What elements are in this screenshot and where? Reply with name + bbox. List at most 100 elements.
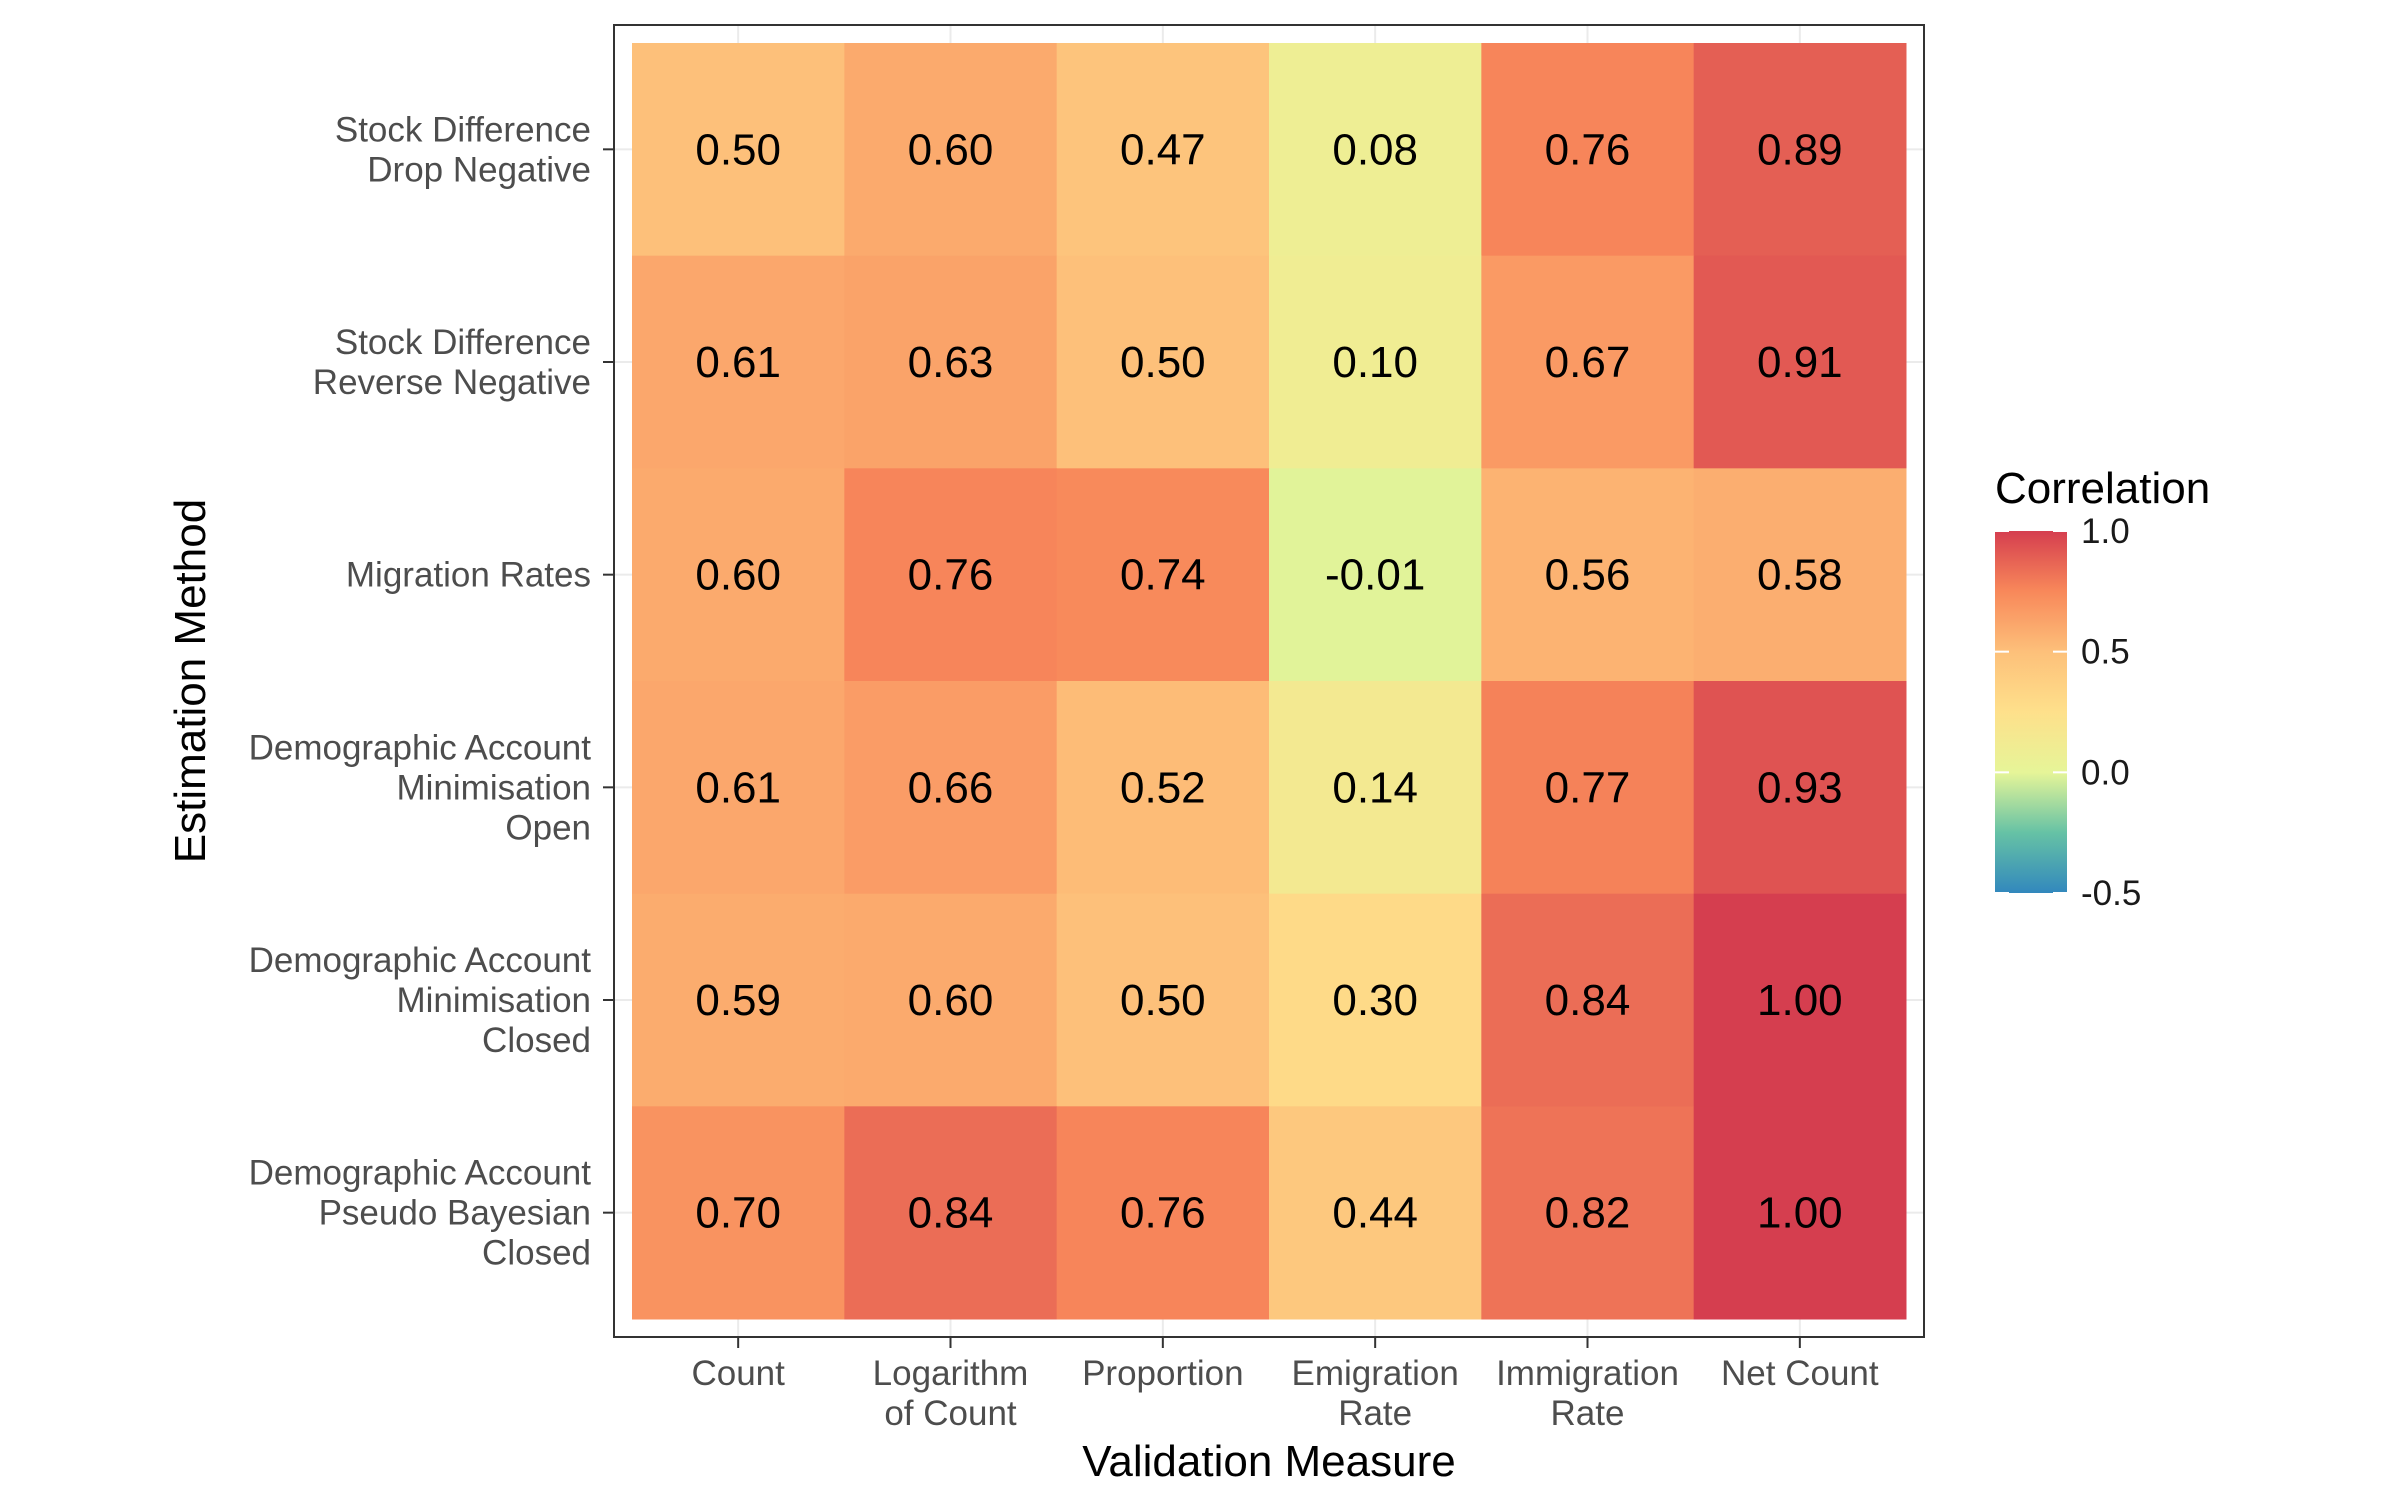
x-tick-label-line: of Count (884, 1394, 1017, 1433)
cell-value-label: 0.60 (908, 125, 994, 174)
cell-value-label: 0.61 (695, 338, 781, 387)
heatmap-cell (1481, 43, 1695, 257)
y-axis-title: Estimation Method (166, 499, 215, 863)
cell-value-label: 0.67 (1545, 338, 1631, 387)
cell-value-label: 0.66 (908, 763, 994, 812)
x-tick-label-line: Net Count (1721, 1354, 1879, 1393)
heatmap-cell (1056, 255, 1270, 469)
heatmap-cell (1269, 893, 1482, 1107)
heatmap-cell (1056, 468, 1270, 682)
heatmap-cell (1056, 893, 1270, 1107)
heatmap-cell (1481, 255, 1695, 469)
cell-value-label: 0.52 (1120, 763, 1206, 812)
heatmap-cell (1056, 1106, 1270, 1320)
cell-value-label: 0.56 (1545, 551, 1631, 600)
heatmap-cell (1693, 893, 1907, 1107)
heatmap-cell (1056, 43, 1270, 257)
heatmap-cell (632, 681, 845, 895)
y-tick-label-line: Minimisation (397, 768, 592, 807)
heatmap-cell (1269, 43, 1482, 257)
axis-ticks (603, 148, 1801, 1348)
heatmap-cell (844, 43, 1058, 257)
heatmap-cell (632, 893, 845, 1107)
heatmap-cell (1269, 1106, 1482, 1320)
heatmap-cell (1693, 468, 1907, 682)
legend-colorbar (1995, 531, 2067, 893)
y-tick-label-line: Drop Negative (367, 150, 591, 189)
heatmap-cell (844, 1106, 1058, 1320)
cell-value-label: 0.50 (1120, 976, 1206, 1025)
heatmap-cell (1269, 255, 1482, 469)
cell-value-label: -0.01 (1325, 551, 1425, 600)
cell-value-label: 0.76 (1120, 1189, 1206, 1238)
y-tick-label-line: Pseudo Bayesian (319, 1194, 591, 1233)
heatmap-cell (1269, 468, 1482, 682)
cell-value-label: 0.44 (1332, 1189, 1418, 1238)
x-tick-label: Proportion (1082, 1354, 1243, 1393)
y-tick-label-line: Stock Difference (335, 110, 591, 149)
heatmap-cell (632, 1106, 845, 1320)
y-tick-label-line: Demographic Account (249, 1154, 592, 1193)
legend-ticks: 1.0 0.5 0.0 -0.5 (1995, 512, 2141, 913)
y-tick-label-line: Demographic Account (249, 728, 592, 767)
legend-tick-label: 0.0 (2081, 753, 2130, 792)
cell-value-label: 0.82 (1545, 1189, 1631, 1238)
heatmap-cell (844, 468, 1058, 682)
cell-value-label: 0.84 (908, 1189, 994, 1238)
y-tick-label-line: Closed (482, 1234, 591, 1273)
x-axis-title: Validation Measure (1082, 1437, 1455, 1486)
legend: Correlation 1.0 0.5 0.0 -0.5 (1995, 464, 2210, 913)
cell-value-label: 0.14 (1332, 763, 1418, 812)
cell-value-label: 0.76 (908, 551, 994, 600)
heatmap-cell (1693, 681, 1907, 895)
cell-value-label: 0.60 (908, 976, 994, 1025)
heatmap-cell (1056, 681, 1270, 895)
cell-value-label: 0.58 (1757, 551, 1843, 600)
heatmap-cell (844, 893, 1058, 1107)
legend-title: Correlation (1995, 464, 2210, 513)
y-tick-label-line: Open (505, 808, 591, 847)
cell-value-label: 0.59 (695, 976, 781, 1025)
y-tick-label-line: Minimisation (397, 981, 592, 1020)
cell-value-label: 0.89 (1757, 125, 1843, 174)
cell-value-label: 0.61 (695, 763, 781, 812)
cell-value-label: 0.60 (695, 551, 781, 600)
heatmap-cell (1481, 468, 1695, 682)
heatmap-cell (632, 43, 845, 257)
cell-value-label: 0.77 (1545, 763, 1631, 812)
x-tick-label-line: Emigration (1292, 1354, 1459, 1393)
x-tick-label-line: Immigration (1496, 1354, 1679, 1393)
heatmap-cell (1481, 681, 1695, 895)
x-tick-label-line: Logarithm (873, 1354, 1029, 1393)
x-tick-label-line: Proportion (1082, 1354, 1243, 1393)
legend-tick-label: -0.5 (2081, 874, 2141, 913)
heatmap-cell (632, 468, 845, 682)
cell-value-label: 1.00 (1757, 976, 1843, 1025)
cell-value-label: 0.63 (908, 338, 994, 387)
cell-value-label: 0.93 (1757, 763, 1843, 812)
cell-value-label: 0.50 (695, 125, 781, 174)
heatmap-cell (1481, 893, 1695, 1107)
cell-value-label: 1.00 (1757, 1189, 1843, 1238)
cell-value-label: 0.30 (1332, 976, 1418, 1025)
y-tick-label: Migration Rates (346, 556, 591, 595)
legend-tick-label: 1.0 (2081, 512, 2130, 551)
heatmap-cell (844, 681, 1058, 895)
y-tick-label-line: Demographic Account (249, 941, 592, 980)
cell-value-label: 0.91 (1757, 338, 1843, 387)
heatmap-cell (1269, 681, 1482, 895)
x-tick-label-line: Rate (1551, 1394, 1625, 1433)
heatmap-cell (1693, 255, 1907, 469)
legend-tick-label: 0.5 (2081, 633, 2130, 672)
cell-value-label: 0.08 (1332, 125, 1418, 174)
y-tick-label-line: Stock Difference (335, 323, 591, 362)
